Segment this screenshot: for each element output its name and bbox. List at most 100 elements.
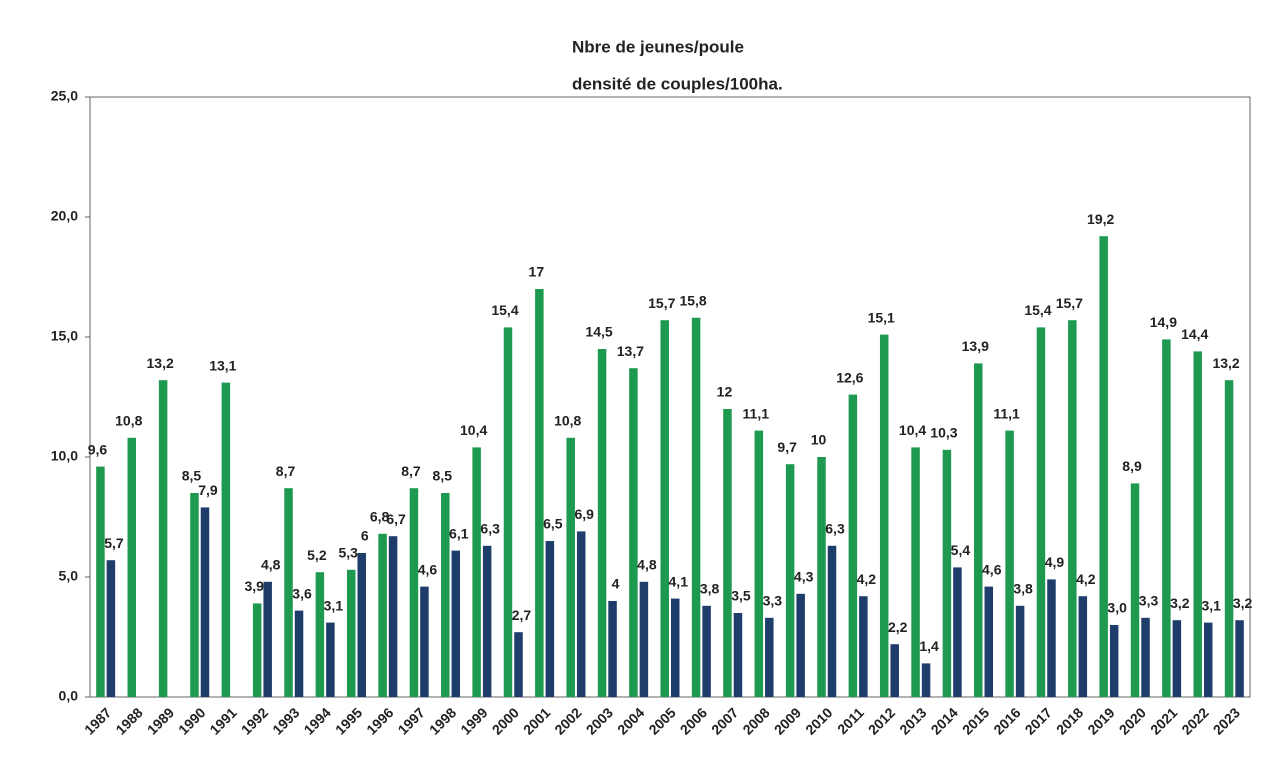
bar (921, 663, 931, 697)
y-tick-label: 25,0 (51, 88, 78, 104)
bar (566, 437, 575, 697)
x-tick-label: 2021 (1147, 704, 1180, 737)
data-label: 2,7 (512, 607, 532, 623)
x-tick-label: 2014 (928, 704, 961, 737)
data-label: 6,3 (480, 521, 500, 537)
x-tick-label: 1989 (144, 704, 177, 737)
data-label: 13,2 (147, 355, 174, 371)
data-label: 13,2 (1212, 355, 1239, 371)
data-label: 13,9 (962, 338, 989, 354)
bar (545, 541, 555, 697)
x-tick-label: 2018 (1053, 704, 1086, 737)
data-label: 10 (811, 432, 827, 448)
x-tick-label: 1990 (175, 704, 208, 737)
data-label: 2,2 (888, 619, 908, 635)
data-label: 3,8 (700, 581, 720, 597)
bar (702, 605, 711, 697)
x-tick-label: 2015 (959, 704, 992, 737)
y-tick-label: 0,0 (59, 688, 79, 704)
bar (817, 457, 826, 697)
bar (1099, 236, 1108, 697)
data-label: 10,4 (460, 422, 487, 438)
data-label: 4,2 (857, 571, 877, 587)
bar (1130, 483, 1140, 697)
data-label: 8,7 (276, 463, 296, 479)
data-label: 15,1 (868, 309, 895, 325)
x-tick-label: 1998 (426, 704, 459, 737)
x-tick-label: 2019 (1084, 704, 1117, 737)
x-tick-label: 1996 (363, 704, 396, 737)
data-label: 3,8 (1013, 581, 1033, 597)
bar (482, 545, 492, 697)
data-label: 15,4 (1024, 302, 1051, 318)
bar (942, 449, 952, 697)
data-label: 8,7 (401, 463, 421, 479)
data-label: 5,3 (339, 545, 359, 561)
bar (1235, 620, 1244, 697)
data-label: 5,2 (307, 547, 327, 563)
x-tick-label: 1988 (112, 704, 145, 737)
legend-entry: Nbre de jeunes/poule (572, 37, 744, 56)
x-tick-label: 2012 (865, 704, 898, 737)
x-tick-label: 2002 (551, 704, 584, 737)
bar (629, 368, 638, 697)
x-tick-label: 1995 (332, 704, 365, 737)
bar (911, 447, 920, 697)
x-tick-label: 1994 (301, 704, 334, 737)
data-label: 14,5 (585, 324, 612, 340)
bar (1036, 327, 1046, 697)
bar (388, 536, 398, 697)
x-tick-label: 1991 (206, 704, 239, 737)
data-label: 8,9 (1122, 458, 1142, 474)
bar (1162, 339, 1171, 697)
data-label: 3,9 (244, 578, 264, 594)
bar (190, 493, 199, 697)
data-label: 10,3 (930, 425, 957, 441)
y-tick-label: 20,0 (51, 208, 78, 224)
x-tick-label: 1993 (269, 704, 302, 737)
bar (315, 572, 325, 697)
bar (472, 447, 481, 697)
data-label: 3,3 (763, 593, 783, 609)
bar (200, 507, 210, 697)
bar (859, 596, 868, 697)
x-tick-label: 2022 (1178, 704, 1211, 737)
bar (671, 598, 680, 697)
bar (639, 581, 649, 697)
data-label: 4 (612, 576, 620, 592)
data-label: 10,8 (115, 413, 142, 429)
x-tick-label: 2007 (708, 704, 741, 737)
x-tick-label: 2013 (896, 704, 929, 737)
data-label: 14,4 (1181, 326, 1208, 342)
bar (1141, 617, 1150, 697)
data-label: 15,4 (491, 302, 518, 318)
data-label: 3,1 (1201, 597, 1221, 613)
bar (691, 317, 701, 697)
bar (221, 382, 231, 697)
x-tick-label: 2009 (771, 704, 804, 737)
bar (1047, 579, 1056, 697)
bar (1203, 622, 1213, 697)
data-label: 17 (529, 264, 545, 280)
data-label: 9,6 (88, 441, 108, 457)
bar (96, 466, 105, 697)
bar (252, 603, 262, 697)
bar (1078, 596, 1088, 697)
data-label: 4,1 (669, 573, 689, 589)
bar (1005, 430, 1014, 697)
plot-frame (89, 96, 1251, 698)
bar (441, 493, 450, 697)
data-label: 12 (717, 384, 733, 400)
bar (357, 553, 366, 697)
data-label: 3,6 (292, 585, 312, 601)
data-label: 13,7 (617, 343, 644, 359)
data-label: 15,7 (1056, 295, 1083, 311)
data-label: 19,2 (1087, 211, 1114, 227)
bar (514, 632, 523, 697)
bar (953, 567, 962, 697)
bar (106, 560, 116, 697)
y-tick-label: 10,0 (51, 448, 78, 464)
data-label: 4,2 (1076, 571, 1096, 587)
data-label: 4,6 (418, 561, 438, 577)
